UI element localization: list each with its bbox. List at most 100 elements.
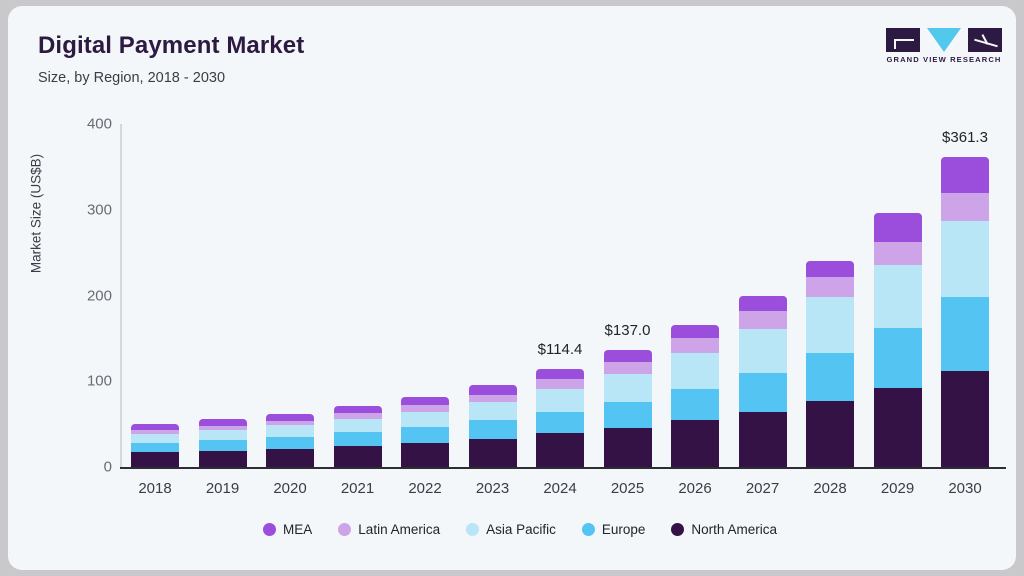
legend-item-europe[interactable]: Europe <box>581 522 646 537</box>
bar-segment-2025-europe[interactable] <box>603 402 652 428</box>
bar-segment-2024-latin-america[interactable] <box>536 379 584 389</box>
chart-legend: MEA Latin America Asia Pacific Europe North … <box>8 522 1024 537</box>
bar-2023[interactable] <box>468 384 517 467</box>
bar-2020[interactable] <box>266 413 314 467</box>
bar-segment-2028-north-america[interactable] <box>806 400 854 467</box>
chart-card: Digital Payment Market Size, by Region, … <box>8 6 1016 570</box>
bar-segment-2030-asia-pacific[interactable] <box>941 220 989 298</box>
bar-segment-2030-latin-america[interactable] <box>941 192 989 221</box>
legend-item-north-america[interactable]: North America <box>671 522 777 537</box>
bar-segment-2026-asia-pacific[interactable] <box>671 353 719 390</box>
bar-segment-2026-europe[interactable] <box>671 389 719 421</box>
logo-v-triangle-icon <box>927 28 961 52</box>
bar-segment-2019-mea[interactable] <box>198 419 247 426</box>
page-title: Digital Payment Market <box>38 32 305 59</box>
bar-segment-2029-north-america[interactable] <box>873 387 922 467</box>
bar-segment-2019-europe[interactable] <box>198 440 247 451</box>
bar-segment-2028-latin-america[interactable] <box>806 277 854 298</box>
bar-segment-2019-latin-america[interactable] <box>198 425 247 431</box>
bar-segment-2022-latin-america[interactable] <box>401 405 449 412</box>
bar-segment-2026-mea[interactable] <box>671 324 719 339</box>
logo-g-mark-icon <box>886 28 920 52</box>
bar-segment-2027-north-america[interactable] <box>738 411 787 467</box>
bar-segment-2026-north-america[interactable] <box>671 420 719 467</box>
bar-segment-2025-mea[interactable] <box>603 349 652 362</box>
logo-r-mark-icon <box>968 28 1002 52</box>
bar-segment-2023-mea[interactable] <box>468 384 517 395</box>
bar-segment-2020-latin-america[interactable] <box>266 420 314 426</box>
bar-segment-2018-mea[interactable] <box>131 424 179 431</box>
page-subtitle: Size, by Region, 2018 - 2030 <box>38 70 226 86</box>
legend-label: MEA <box>283 522 313 537</box>
y-axis-line <box>120 124 122 468</box>
bar-segment-2024-north-america[interactable] <box>536 433 584 467</box>
bar-segment-2029-europe[interactable] <box>873 327 922 388</box>
bar-2022[interactable] <box>401 396 449 467</box>
bar-segment-2028-europe[interactable] <box>806 352 854 401</box>
bar-segment-2020-europe[interactable] <box>266 436 314 449</box>
bar-segment-2027-mea[interactable] <box>738 295 787 311</box>
bar-segment-2027-latin-america[interactable] <box>738 310 787 329</box>
bar-segment-2021-north-america[interactable] <box>333 445 382 467</box>
bar-segment-2030-mea[interactable] <box>941 157 989 193</box>
bar-segment-2028-asia-pacific[interactable] <box>806 297 854 353</box>
bar-segment-2020-north-america[interactable] <box>266 448 314 467</box>
bar-2026[interactable] <box>671 324 719 467</box>
bar-segment-2026-latin-america[interactable] <box>671 338 719 354</box>
bar-segment-2025-asia-pacific[interactable] <box>603 373 652 403</box>
bar-segment-2018-latin-america[interactable] <box>131 430 179 435</box>
bar-segment-2020-mea[interactable] <box>266 413 314 421</box>
bar-segment-2029-latin-america[interactable] <box>873 241 922 266</box>
legend-label: Latin America <box>358 522 441 537</box>
bar-segment-2027-asia-pacific[interactable] <box>738 328 787 374</box>
bar-segment-2028-mea[interactable] <box>806 260 854 278</box>
x-axis-label-2022: 2022 <box>408 480 442 497</box>
bar-segment-2025-latin-america[interactable] <box>603 361 652 374</box>
bar-segment-2025-north-america[interactable] <box>603 427 652 467</box>
bar-segment-2023-europe[interactable] <box>468 420 517 439</box>
bar-segment-2019-asia-pacific[interactable] <box>198 430 247 440</box>
bar-segment-2022-mea[interactable] <box>401 396 449 406</box>
bar-segment-2022-north-america[interactable] <box>401 442 449 467</box>
bar-segment-2027-europe[interactable] <box>738 373 787 412</box>
bar-segment-2019-north-america[interactable] <box>198 450 247 467</box>
legend-label: Europe <box>601 522 646 537</box>
bar-segment-2023-asia-pacific[interactable] <box>468 402 517 421</box>
bar-segment-2018-asia-pacific[interactable] <box>131 434 179 444</box>
bar-2024[interactable] <box>536 368 584 467</box>
bar-2021[interactable] <box>333 405 382 467</box>
legend-swatch-icon <box>338 523 352 536</box>
bar-segment-2018-north-america[interactable] <box>131 452 179 467</box>
bar-2027[interactable] <box>738 295 787 467</box>
bar-segment-2022-asia-pacific[interactable] <box>401 411 449 427</box>
bar-2028[interactable] <box>806 260 854 467</box>
y-axis-title: Market Size (US$B) <box>28 153 44 274</box>
bar-segment-2021-latin-america[interactable] <box>333 413 382 419</box>
bar-2025[interactable] <box>603 349 652 467</box>
bar-segment-2021-mea[interactable] <box>333 405 382 414</box>
legend-item-mea[interactable]: MEA <box>263 522 312 537</box>
bar-segment-2023-north-america[interactable] <box>468 438 517 467</box>
bar-segment-2030-north-america[interactable] <box>941 370 989 467</box>
bar-segment-2018-europe[interactable] <box>131 443 179 453</box>
bar-2019[interactable] <box>198 419 247 467</box>
bar-segment-2021-europe[interactable] <box>333 431 382 446</box>
bar-segment-2022-europe[interactable] <box>401 426 449 443</box>
legend-item-asia-pacific[interactable]: Asia Pacific <box>466 522 556 537</box>
bar-segment-2024-asia-pacific[interactable] <box>536 388 584 412</box>
legend-item-latin-america[interactable]: Latin America <box>338 522 440 537</box>
bar-segment-2024-mea[interactable] <box>536 368 584 380</box>
bar-segment-2020-asia-pacific[interactable] <box>266 425 314 437</box>
x-axis-label-2030: 2030 <box>948 480 982 497</box>
legend-swatch-icon <box>466 523 480 536</box>
bar-segment-2021-asia-pacific[interactable] <box>333 418 382 432</box>
x-axis-label-2021: 2021 <box>340 480 375 497</box>
bar-segment-2024-europe[interactable] <box>536 411 584 434</box>
bar-segment-2030-europe[interactable] <box>941 297 989 371</box>
bar-2030[interactable] <box>941 157 989 467</box>
bar-2018[interactable] <box>131 424 179 467</box>
bar-segment-2029-mea[interactable] <box>873 212 922 242</box>
bar-segment-2023-latin-america[interactable] <box>468 394 517 403</box>
bar-segment-2029-asia-pacific[interactable] <box>873 265 922 328</box>
bar-2029[interactable] <box>873 212 922 467</box>
